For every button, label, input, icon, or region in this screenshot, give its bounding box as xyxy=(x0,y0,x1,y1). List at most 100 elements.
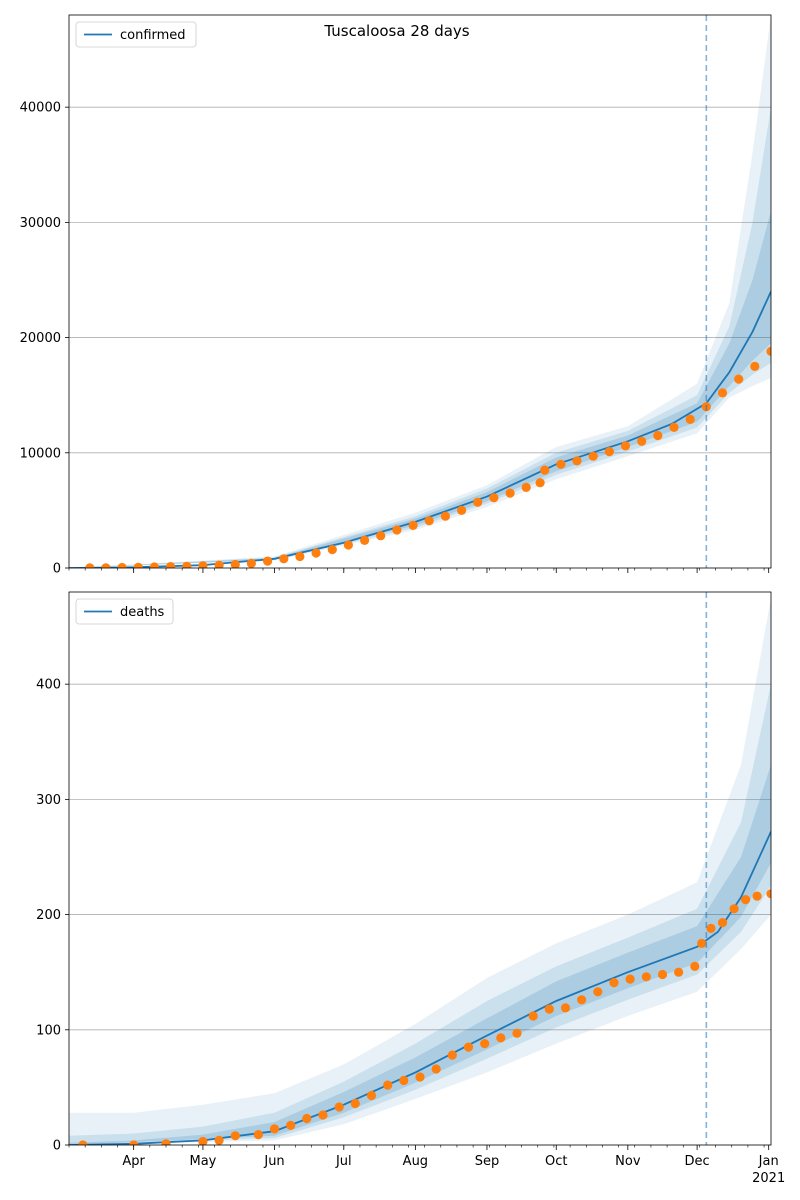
y-tick-label: 0 xyxy=(53,562,61,577)
observed-point xyxy=(424,516,434,526)
observed-point xyxy=(741,895,751,905)
legend-box xyxy=(75,598,174,625)
observed-point xyxy=(560,1003,571,1013)
observed-point xyxy=(697,938,707,949)
observed-point xyxy=(198,561,208,568)
x-tick-label: Jun xyxy=(263,1154,284,1169)
observed-point xyxy=(214,1135,224,1145)
observed-point xyxy=(166,562,176,568)
observed-point xyxy=(512,1028,522,1038)
observed-point xyxy=(408,520,418,531)
observed-point xyxy=(101,563,111,568)
observed-point xyxy=(302,1113,312,1124)
legend-box xyxy=(75,21,197,48)
x-tick-label: Jul xyxy=(335,1154,352,1169)
observed-point xyxy=(117,562,127,568)
axes-frame xyxy=(68,591,772,1146)
observed-point xyxy=(535,478,545,488)
observed-point xyxy=(463,1042,474,1052)
observed-point xyxy=(620,441,631,451)
uncertainty-band xyxy=(69,764,771,1145)
observed-point xyxy=(334,1102,344,1112)
observed-point xyxy=(653,430,663,441)
observed-point xyxy=(690,961,700,972)
observed-point xyxy=(729,904,739,914)
plot-area xyxy=(69,15,771,568)
x-year-label: 2021 xyxy=(752,1171,785,1186)
observed-point xyxy=(480,1039,490,1049)
observed-point xyxy=(685,414,695,424)
observed-point xyxy=(588,451,598,461)
observed-point xyxy=(230,1131,240,1141)
x-tick-label: Sep xyxy=(475,1154,500,1169)
observed-point xyxy=(540,465,550,475)
observed-point xyxy=(637,436,647,446)
observed-point xyxy=(182,561,192,568)
figure-title: Tuscaloosa 28 days xyxy=(323,22,469,40)
observed-point xyxy=(641,972,651,982)
observed-point xyxy=(366,1090,377,1101)
observed-point xyxy=(133,562,143,568)
observed-point xyxy=(604,447,615,457)
observed-point xyxy=(198,1136,208,1145)
observed-point xyxy=(318,1110,328,1120)
observed-point xyxy=(669,422,679,432)
observed-point xyxy=(149,562,159,568)
observed-point xyxy=(544,1004,554,1014)
observed-point xyxy=(85,563,95,568)
uncertainty-band xyxy=(69,15,771,568)
y-tick-label: 40000 xyxy=(20,101,61,116)
x-tick-label: Aug xyxy=(403,1154,428,1169)
observed-point xyxy=(279,554,289,564)
observed-point xyxy=(625,974,635,984)
observed-point xyxy=(572,456,582,466)
observed-point xyxy=(440,511,450,521)
observed-point xyxy=(263,556,273,566)
x-tick-label: Oct xyxy=(545,1154,567,1169)
observed-point xyxy=(311,548,321,558)
observed-point xyxy=(505,488,515,498)
observed-point xyxy=(230,559,240,568)
observed-point xyxy=(609,978,619,988)
observed-point xyxy=(766,346,771,356)
y-tick-label: 300 xyxy=(36,793,61,808)
y-tick-label: 20000 xyxy=(20,331,61,346)
observed-point xyxy=(496,1033,506,1043)
observed-point xyxy=(383,1080,393,1090)
observed-point xyxy=(161,1139,171,1145)
observed-point xyxy=(327,545,337,555)
observed-point xyxy=(376,531,386,541)
observed-point xyxy=(415,1072,425,1082)
y-tick-label: 0 xyxy=(53,1139,61,1154)
legend-label: confirmed xyxy=(120,28,186,43)
axes-frame xyxy=(68,14,772,569)
observed-point xyxy=(350,1098,360,1109)
observed-point xyxy=(286,1120,296,1130)
y-tick-label: 400 xyxy=(36,678,61,693)
x-tick-label: Apr xyxy=(122,1154,145,1169)
observed-point xyxy=(750,361,760,371)
x-tick-label: Nov xyxy=(615,1154,641,1169)
observed-point xyxy=(295,551,305,562)
observed-point xyxy=(657,969,668,980)
observed-point xyxy=(717,918,728,928)
uncertainty-band xyxy=(69,597,771,1145)
y-tick-label: 30000 xyxy=(20,216,61,231)
confirmed-panel: 0 10000 20000 30000 40000 confirmed xyxy=(20,14,772,577)
observed-point xyxy=(752,891,762,901)
observed-point xyxy=(78,1140,88,1145)
observed-point xyxy=(399,1075,409,1086)
observed-point xyxy=(473,497,483,507)
observed-point xyxy=(674,967,684,977)
observed-point xyxy=(129,1140,139,1145)
observed-point xyxy=(734,374,744,384)
observed-point xyxy=(392,525,402,535)
observed-point xyxy=(717,388,728,398)
observed-point xyxy=(214,560,224,568)
observed-point xyxy=(253,1130,263,1140)
observed-point xyxy=(521,482,531,492)
plot-area xyxy=(69,597,771,1145)
observed-point xyxy=(556,459,566,469)
observed-point xyxy=(766,889,771,899)
observed-point xyxy=(489,493,499,503)
